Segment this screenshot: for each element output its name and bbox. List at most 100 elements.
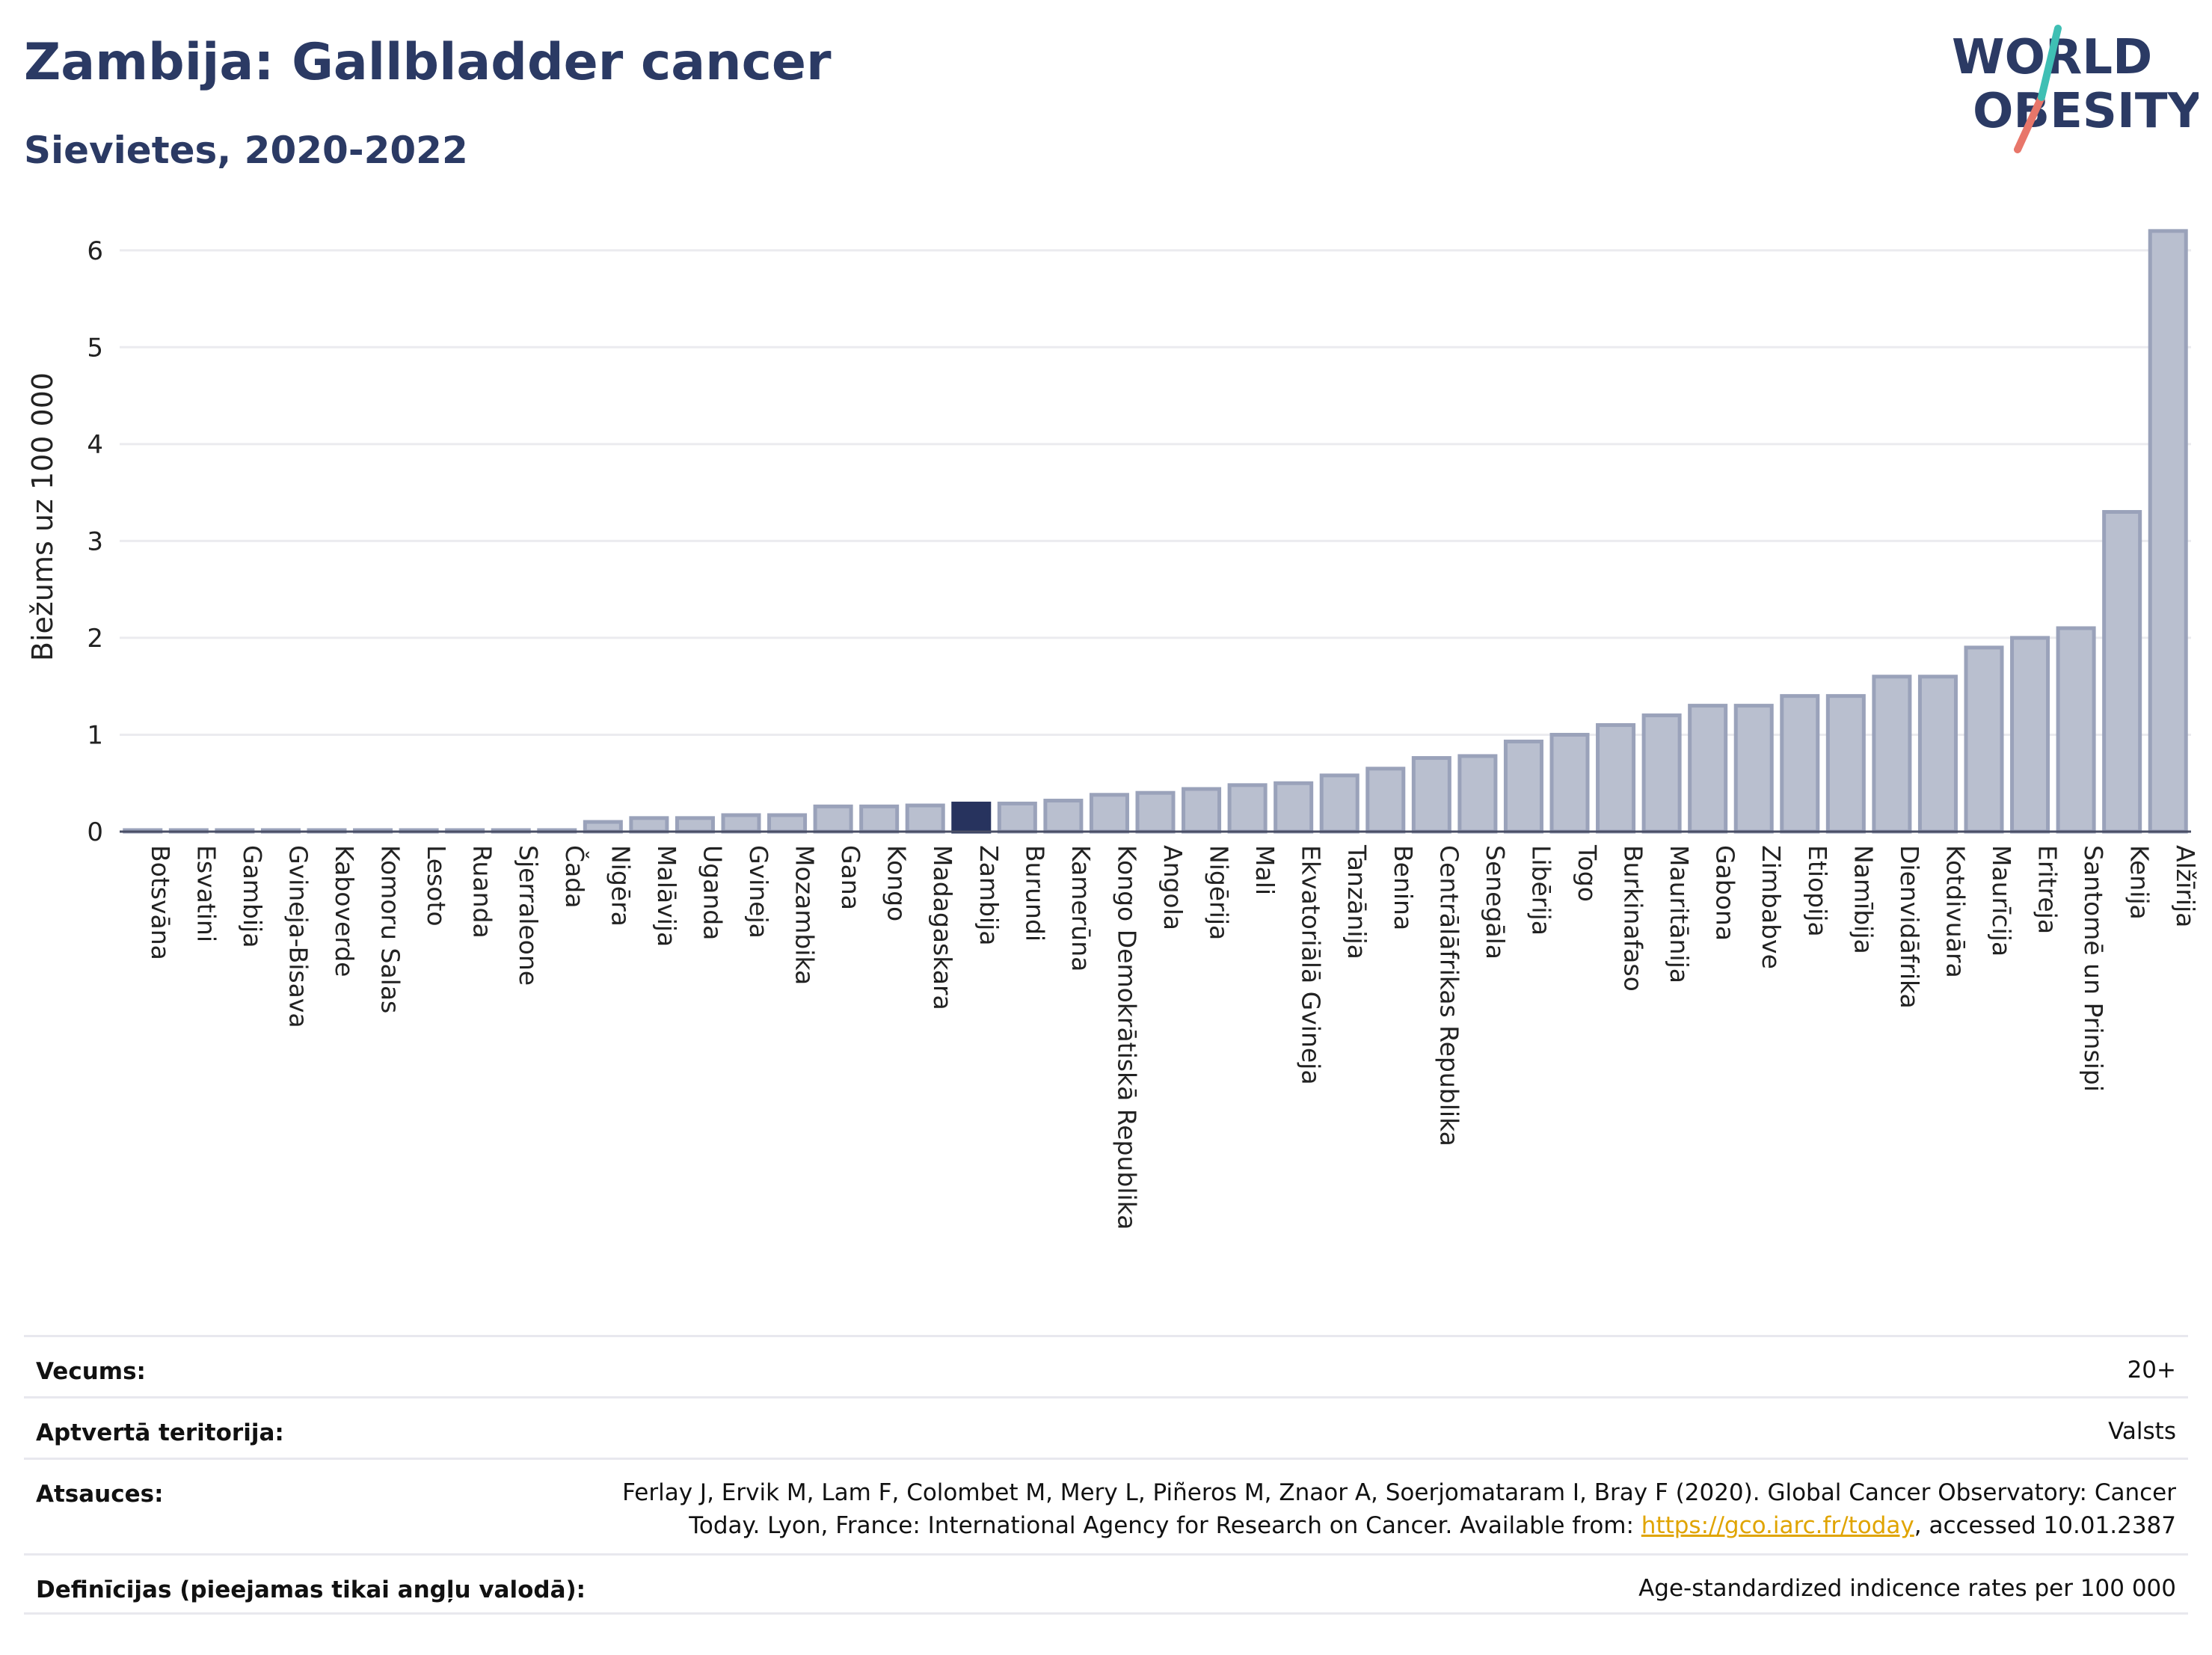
info-table: Vecums: 20+ Aptvertā teritorija: Valsts … (24, 1335, 2188, 1615)
logo-slash-coral (2014, 93, 2045, 153)
x-tick-label: Ekvatoriālā Gvineja (1297, 845, 1326, 1085)
x-tick-label: Burkinafaso (1619, 845, 1648, 992)
x-tick-label: Mauritānija (1665, 845, 1694, 983)
x-tick-label: Ruanda (468, 845, 497, 939)
x-tick-label: Sjerraleone (514, 845, 543, 986)
bar-24 (1227, 783, 1268, 834)
bar-32 (1596, 723, 1636, 834)
bar-22 (1135, 790, 1176, 834)
x-tick-label: Kongo Demokrātiskā Republika (1112, 845, 1141, 1229)
bar-33 (1641, 713, 1682, 834)
info-row-references: Atsauces: Ferlay J, Ervik M, Lam F, Colo… (24, 1458, 2188, 1553)
bar-19 (997, 801, 1037, 834)
x-tick-label: Nigēra (606, 845, 635, 927)
page-subtitle: Sievietes, 2020-2022 (24, 129, 468, 172)
x-tick-label: Kaboverde (330, 845, 359, 977)
x-tick-label: Uganda (698, 845, 727, 940)
bar-43 (2102, 510, 2142, 834)
references-label: Atsauces: (36, 1481, 164, 1508)
references-line2-pre: Today. Lyon, France: International Agenc… (689, 1512, 1641, 1539)
x-tick-label: Gabona (1711, 845, 1740, 941)
x-tick-label: Angola (1158, 845, 1188, 930)
age-label: Vecums: (36, 1358, 146, 1385)
y-tick-label: 4 (87, 430, 103, 460)
y-tick-label: 1 (87, 720, 103, 750)
y-tick-label: 6 (87, 236, 103, 266)
bar-31 (1549, 732, 1590, 834)
definitions-value: Age-standardized indicence rates per 100… (1638, 1575, 2176, 1602)
bar-30 (1503, 740, 1543, 834)
bar-15 (813, 804, 853, 834)
x-tick-label: Zimbabve (1757, 845, 1786, 969)
bar-20 (1043, 799, 1084, 834)
bar-18 (951, 801, 992, 834)
page-title: Zambija: Gallbladder cancer (24, 33, 832, 92)
y-tick-label: 5 (87, 333, 103, 363)
x-tick-label: Togo (1573, 844, 1602, 902)
x-tick-label: Burundi (1020, 845, 1049, 942)
x-tick-label: Gvineja-Bisava (283, 845, 313, 1028)
x-tick-label: Kotdivuāra (1941, 845, 1970, 978)
x-tick-label: Gambija (238, 845, 267, 948)
bar-25 (1274, 781, 1314, 834)
x-tick-label: Mozambika (790, 845, 820, 985)
x-tick-label: Maurīcija (1987, 845, 2016, 957)
y-tick-label: 3 (87, 526, 103, 556)
bar-21 (1089, 793, 1129, 834)
bar-38 (1872, 675, 1912, 834)
bar-42 (2056, 626, 2096, 834)
x-tick-label: Libērija (1526, 845, 1555, 936)
x-tick-label: Centrālāfrikas Republika (1434, 845, 1463, 1146)
bar-37 (1825, 694, 1866, 834)
x-tick-label: Lesoto (422, 845, 451, 927)
x-tick-label: Gana (836, 845, 865, 910)
bar-23 (1182, 787, 1222, 834)
x-tick-label: Čada (560, 845, 590, 908)
bar-chart: 0 1 2 3 4 5 6 Biežums uz 100 000 Botsvāna Esvatin… (26, 229, 2200, 1229)
age-value: 20+ (2127, 1357, 2176, 1384)
logo-text-bottom: OBESITY (1973, 84, 2199, 139)
coverage-label: Aptvertā teritorija: (36, 1419, 284, 1446)
bar-11 (629, 816, 669, 834)
bar-41 (2010, 636, 2050, 834)
x-tick-label: Botsvāna (146, 845, 175, 960)
references-line1: Ferlay J, Ervik M, Lam F, Colombet M, Me… (622, 1479, 2176, 1506)
x-tick-label: Madagaskara (928, 845, 957, 1010)
bar-13 (721, 813, 761, 834)
references-link[interactable]: https://gco.iarc.fr/today (1641, 1512, 1914, 1539)
x-tick-label: Mali (1250, 845, 1279, 895)
x-tick-label: Esvatini (191, 845, 221, 942)
info-row-definitions: Definīcijas (pieejamas tikai angļu valod… (24, 1553, 2188, 1615)
bar-14 (767, 813, 808, 834)
x-tick-label: Eritreja (2033, 845, 2062, 934)
bar-17 (905, 803, 945, 834)
bar-16 (859, 804, 900, 834)
bar-29 (1457, 754, 1498, 834)
x-tick-label: Kamerūna (1066, 845, 1096, 971)
bar-12 (675, 816, 715, 834)
coverage-value: Valsts (2108, 1418, 2176, 1445)
x-tick-label: Senegāla (1481, 845, 1510, 959)
bar-34 (1688, 704, 1728, 834)
logo-slash-teal (2038, 25, 2062, 101)
x-tick-label: Kenija (2125, 845, 2154, 920)
definitions-label: Definīcijas (pieejamas tikai angļu valod… (36, 1576, 586, 1603)
x-tick-label: Gvineja (744, 845, 773, 939)
x-tick-label: Benina (1389, 845, 1418, 930)
bar-39 (1917, 675, 1958, 834)
x-tick-label: Zambija (974, 845, 1004, 945)
y-axis-label: Biežums uz 100 000 (26, 372, 59, 661)
x-tick-label: Namībija (1849, 845, 1878, 954)
world-obesity-logo: WORLD OBESITY (1952, 25, 2199, 153)
bar-35 (1733, 704, 1774, 834)
x-tick-label: Etiopija (1803, 845, 1832, 937)
bar-44 (2148, 229, 2188, 834)
bar-26 (1319, 773, 1360, 834)
references-value: Ferlay J, Ervik M, Lam F, Colombet M, Me… (622, 1460, 2176, 1542)
x-tick-label: Alžīrija (2171, 845, 2200, 927)
bar-28 (1411, 756, 1451, 834)
bar-40 (1964, 645, 2004, 834)
x-tick-label: Nigērija (1205, 845, 1234, 940)
bar-36 (1780, 694, 1820, 834)
y-tick-label: 0 (87, 817, 103, 847)
